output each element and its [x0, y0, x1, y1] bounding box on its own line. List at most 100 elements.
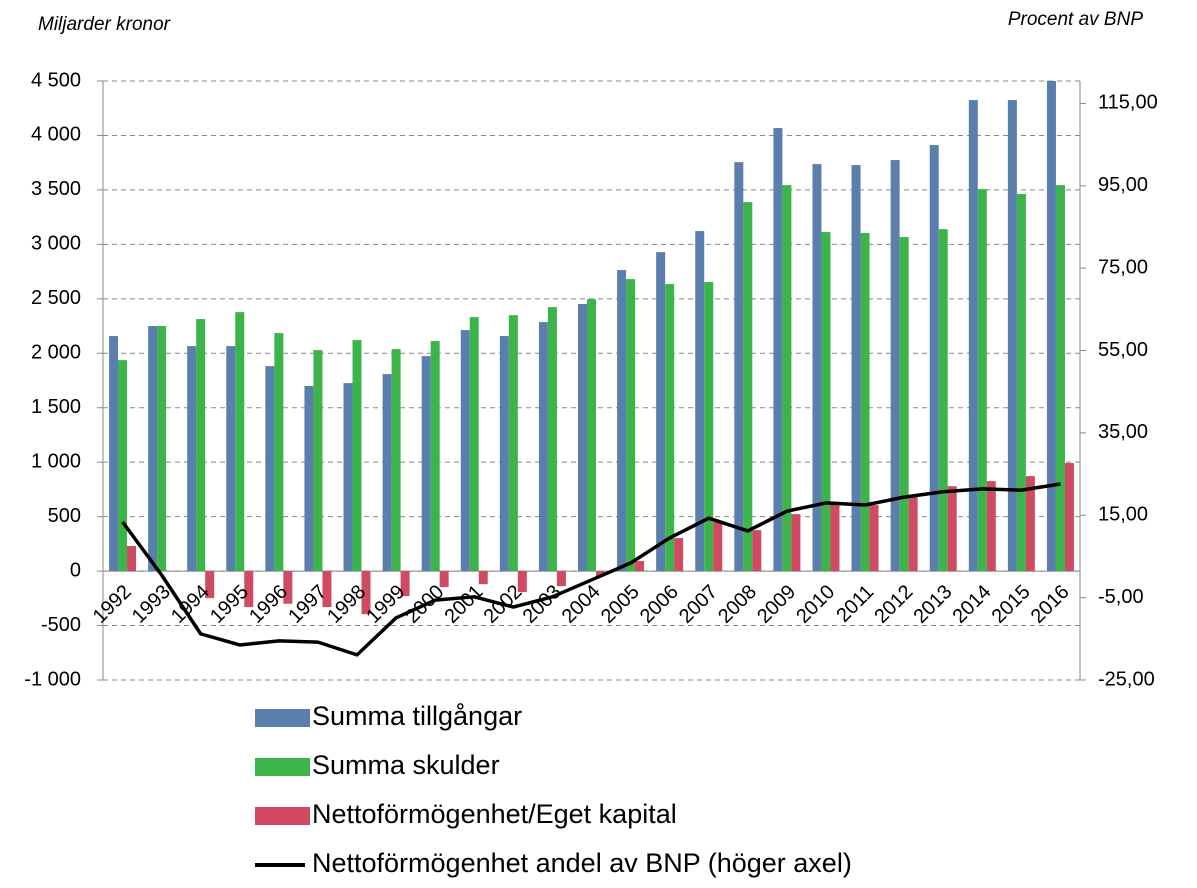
x-tick-label: 2008: [714, 581, 761, 628]
bar: [773, 128, 783, 572]
bar: [869, 505, 879, 572]
bar: [812, 164, 822, 572]
y2-tick-label: 15,00: [1098, 504, 1148, 526]
bar: [382, 374, 392, 572]
legend-marker: [255, 807, 310, 825]
bar: [439, 571, 449, 588]
bar: [704, 282, 714, 572]
y2-tick-label: 55,00: [1098, 339, 1148, 361]
bar: [460, 330, 470, 572]
legend-marker: [255, 709, 310, 727]
bar: [752, 530, 762, 572]
bar: [517, 571, 527, 593]
bar: [235, 312, 245, 572]
y-tick-label: 2 500: [31, 287, 81, 309]
bar: [304, 385, 314, 572]
y-tick-label: 0: [70, 559, 81, 581]
bar: [596, 571, 605, 577]
x-tick-label: 1992: [89, 581, 136, 628]
bar: [1016, 194, 1026, 572]
y-tick-label: 2 000: [31, 342, 81, 364]
y-tick-label: 3 500: [31, 178, 81, 200]
bar: [469, 317, 479, 572]
legend-label: Nettoförmögenhet andel av BNP (höger axe…: [312, 848, 852, 878]
y-tick-label: -500: [41, 614, 81, 636]
y2-tick-label: 35,00: [1098, 421, 1148, 443]
legend-marker: [255, 758, 310, 776]
bar: [109, 336, 119, 572]
x-tick-label: 2011: [832, 581, 878, 627]
bar: [157, 326, 167, 572]
bar: [538, 322, 548, 572]
y2-tick-label: 115,00: [1098, 92, 1158, 114]
bar: [821, 232, 831, 572]
bar: [635, 561, 645, 572]
bar: [782, 185, 792, 572]
x-tick-label: 2006: [636, 581, 683, 628]
y2-tick-label: 95,00: [1098, 174, 1148, 196]
bar: [1055, 185, 1065, 572]
bar: [274, 333, 284, 572]
bar: [148, 326, 158, 572]
bar: [791, 514, 801, 572]
bar: [265, 366, 275, 572]
bar: [352, 340, 362, 572]
bar: [499, 336, 509, 572]
bar: [968, 100, 978, 572]
y2-tick-label: -25,00: [1098, 668, 1155, 690]
x-tick-label: 2010: [792, 581, 839, 628]
legend-label: Summa tillgångar: [312, 701, 522, 731]
legend-label: Nettoförmögenhet/Eget kapital: [312, 799, 677, 829]
bar: [118, 360, 128, 572]
bar: [322, 571, 332, 608]
y-tick-label: 500: [48, 505, 81, 527]
bar: [226, 346, 236, 572]
x-tick-label: 2015: [988, 581, 1035, 628]
y-tick-label: -1 000: [24, 668, 81, 690]
y-axis-title: Miljarder kronor: [38, 14, 171, 35]
bar: [1064, 463, 1074, 572]
x-tick-label: 2004: [558, 581, 605, 628]
y2-tick-label: 75,00: [1098, 256, 1148, 278]
bar: [478, 571, 488, 585]
x-tick-label: 2001: [441, 581, 488, 628]
x-tick-label: 2013: [909, 581, 956, 628]
bar: [860, 233, 870, 572]
y-tick-label: 1 000: [31, 450, 81, 472]
bar: [361, 571, 371, 615]
y-tick-label: 3 000: [31, 233, 81, 255]
bar: [430, 341, 440, 572]
bar: [938, 229, 948, 572]
bar: [196, 319, 206, 572]
x-tick-label: 2014: [949, 581, 996, 628]
bar: [587, 299, 596, 572]
x-tick-label: 2012: [870, 581, 917, 628]
bar: [244, 571, 254, 608]
bar: [578, 304, 587, 572]
y2-axis-title: Procent av BNP: [1008, 9, 1143, 30]
bar: [1046, 81, 1056, 572]
y-tick-label: 1 500: [31, 396, 81, 418]
bar: [508, 315, 518, 572]
y-tick-label: 4 000: [31, 124, 81, 146]
bar: [283, 571, 293, 604]
x-tick-label: 2005: [597, 581, 644, 628]
bar: [986, 481, 996, 572]
bar: [695, 231, 705, 572]
bar: [908, 495, 918, 572]
bar: [734, 162, 744, 572]
bar: [851, 165, 861, 572]
bar: [1007, 100, 1017, 572]
bar: [890, 160, 900, 572]
bar: [674, 538, 684, 572]
x-tick-label: 2016: [1027, 581, 1074, 628]
bar: [656, 252, 666, 572]
legend-label: Summa skulder: [312, 750, 500, 780]
bar: [743, 202, 753, 572]
bar: [391, 349, 401, 572]
bar: [556, 571, 566, 587]
bar: [313, 350, 323, 572]
bar: [127, 546, 137, 572]
bar: [713, 522, 723, 572]
